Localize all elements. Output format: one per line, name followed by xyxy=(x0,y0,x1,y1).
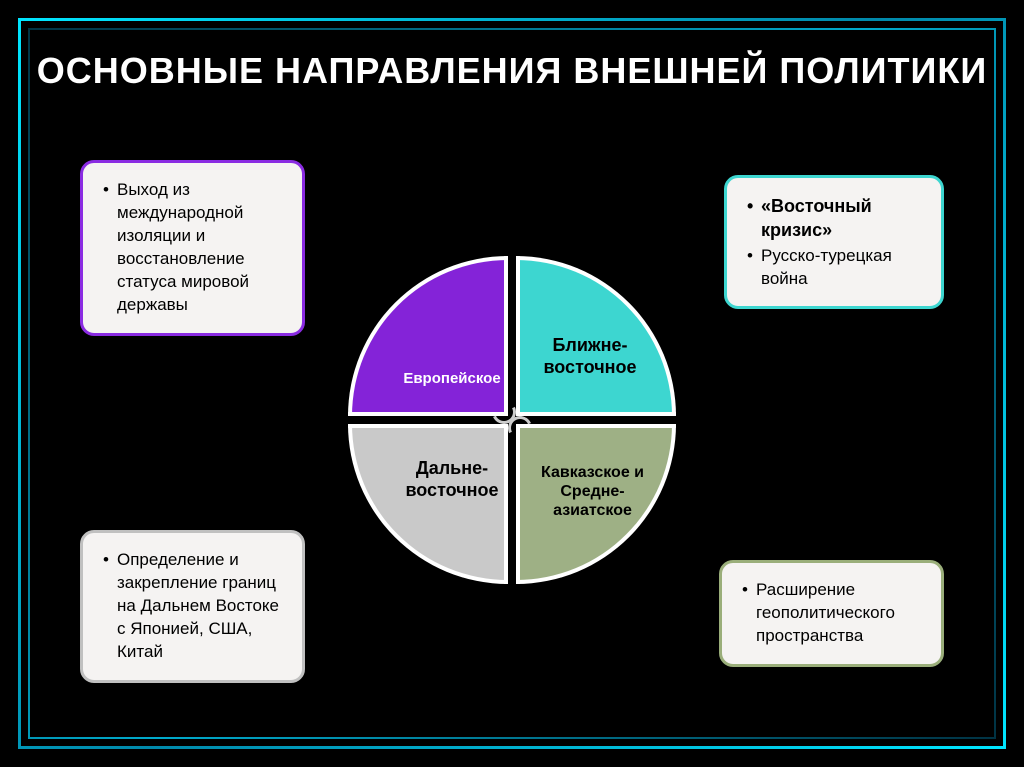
quad-label-caucasus: Кавказское и Средне-азиатское xyxy=(525,463,660,521)
cycle-arrows-icon xyxy=(490,398,534,442)
callout-item: Определение и закрепление границ на Даль… xyxy=(103,549,286,664)
callout-item: «Восточный кризис» xyxy=(747,194,925,243)
callout-item: Русско-турецкая война xyxy=(747,245,925,291)
callout-near-east: «Восточный кризис» Русско-турецкая война xyxy=(724,175,944,309)
quad-label-near-east: Ближне-восточное xyxy=(530,335,650,378)
callout-european: Выход из международной изоляции и восста… xyxy=(80,160,305,336)
callout-item: Выход из международной изоляции и восста… xyxy=(103,179,286,317)
quad-label-far-east: Дальне-восточное xyxy=(392,458,512,501)
quad-label-european: Европейское xyxy=(392,370,512,388)
callout-caucasus: Расширение геополитического пространства xyxy=(719,560,944,667)
callout-item: Расширение геополитического пространства xyxy=(742,579,925,648)
page-title: ОСНОВНЫЕ НАПРАВЛЕНИЯ ВНЕШНЕЙ ПОЛИТИКИ xyxy=(0,50,1024,91)
callout-far-east: Определение и закрепление границ на Даль… xyxy=(80,530,305,683)
